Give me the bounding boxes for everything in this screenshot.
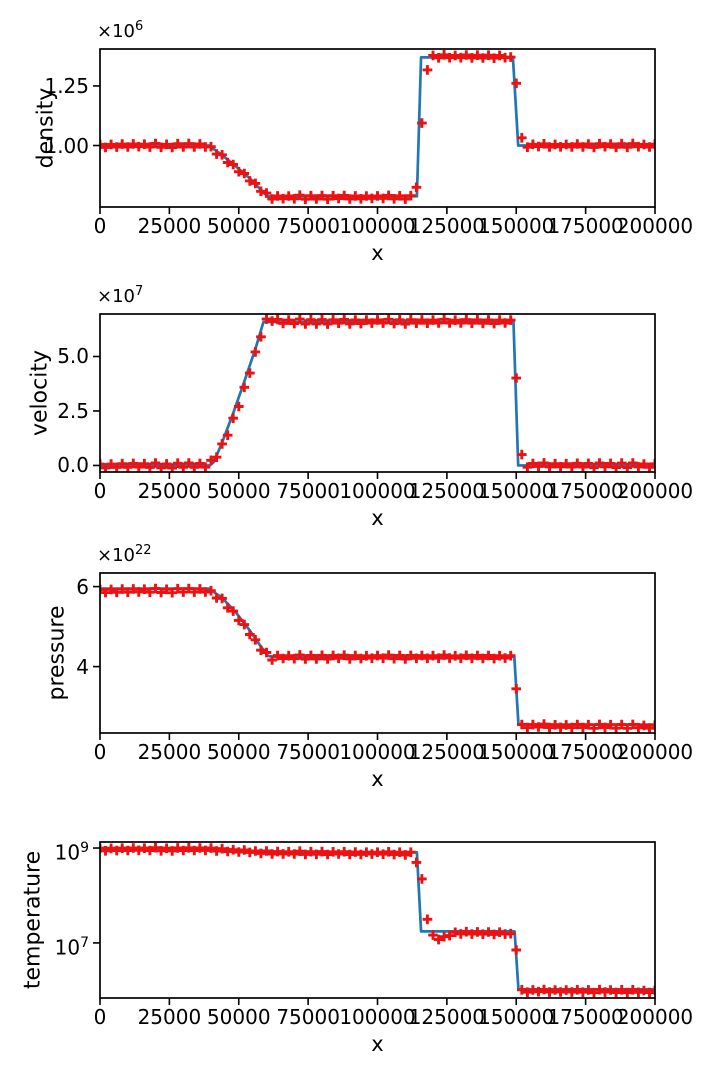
simulation-data-markers	[100, 842, 655, 998]
axes-velocity	[93, 313, 656, 479]
exact-solution-line	[100, 55, 655, 198]
axes-density	[93, 48, 656, 214]
axes-pressure	[93, 572, 656, 740]
axes-temperature	[93, 841, 656, 1005]
axes-frame	[99, 572, 656, 734]
exact-solution-line	[100, 320, 655, 467]
exact-solution-line	[100, 846, 655, 991]
simulation-data-markers	[100, 583, 655, 733]
simulation-data-markers	[100, 314, 655, 472]
axes-frame	[99, 48, 656, 208]
axes-frame	[99, 313, 656, 473]
axes-frame	[99, 841, 656, 999]
simulation-data-markers	[100, 50, 655, 204]
